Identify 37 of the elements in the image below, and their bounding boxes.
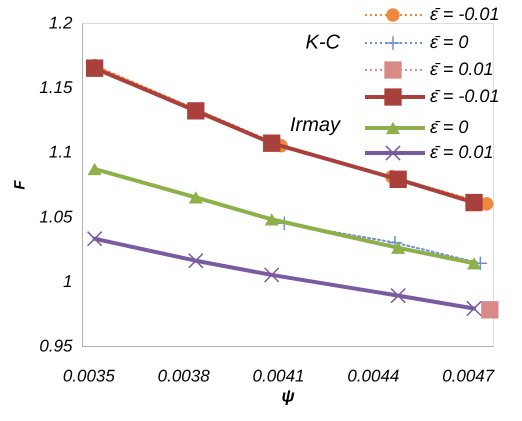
y-tick-label: 1.1: [48, 142, 72, 162]
x-tick-label: 0.0047: [442, 366, 495, 386]
x-tick-label: 0.0038: [158, 366, 210, 386]
legend-label: ε̄ = -0.01: [430, 4, 500, 24]
y-axis-title: F: [11, 180, 28, 190]
legend-label: ε̄ = -0.01: [430, 86, 500, 106]
point: [188, 191, 203, 204]
annotation: Irmay: [290, 114, 341, 136]
point: [88, 162, 102, 176]
point: [264, 267, 280, 283]
point: [481, 301, 498, 318]
x-axis-title: ψ: [281, 386, 295, 406]
x-tick-label: 0.0041: [252, 366, 305, 386]
legend-label: ε̄ = 0.01: [430, 142, 494, 162]
x-tick-label: 0.0044: [347, 366, 400, 386]
legend-label: ε̄ = 0: [430, 117, 468, 137]
y-tick-label: 1.15: [39, 78, 74, 98]
point: [466, 300, 482, 316]
point: [188, 252, 204, 269]
x-tick-label: 0.0035: [62, 366, 116, 386]
point: [389, 170, 407, 188]
point: [391, 242, 406, 254]
point: [466, 257, 482, 270]
point: [187, 102, 204, 120]
point: [390, 288, 406, 304]
point: [263, 134, 280, 152]
legend-label: ε̄ = 0.01: [430, 59, 494, 79]
y-tick-label: 1.2: [48, 14, 74, 32]
point: [465, 194, 483, 212]
point: [86, 60, 104, 77]
y-tick-label: 1.05: [39, 207, 74, 226]
annotation: K-C: [306, 32, 341, 54]
point: [86, 230, 102, 247]
point: [264, 213, 279, 226]
legend-label: ε̄ = 0: [430, 32, 468, 52]
y-tick-label: 1: [63, 272, 72, 291]
y-tick-label: 0.95: [39, 336, 74, 356]
